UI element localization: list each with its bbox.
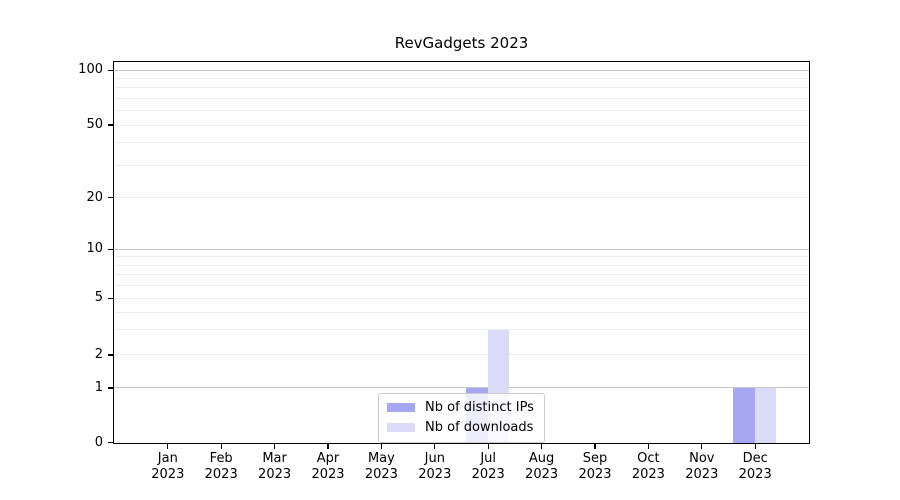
x-tickmark-jul <box>487 444 489 449</box>
x-tick-month: Mar <box>262 451 287 466</box>
x-tickmark-jun <box>434 444 436 449</box>
x-tick-year: 2023 <box>204 466 238 482</box>
x-tick-label-apr: Apr 2023 <box>293 451 363 482</box>
y-gridline-major-10 <box>114 248 809 250</box>
y-gridline-minor-30 <box>114 165 809 167</box>
legend-swatch-downloads <box>387 423 415 432</box>
y-gridline-minor-70 <box>114 97 809 99</box>
y-gridline-minor-40 <box>114 142 809 144</box>
x-tickmark-mar <box>273 444 276 449</box>
x-tick-year: 2023 <box>151 466 185 482</box>
x-tick-month: Sep <box>582 451 608 466</box>
y-tick-label-0: 0 <box>94 434 103 450</box>
y-gridline-minor-8 <box>114 264 809 266</box>
y-tick-label-20: 20 <box>86 189 103 205</box>
x-tick-year: 2023 <box>418 466 452 482</box>
x-tick-label-jun: Jun 2023 <box>400 451 470 482</box>
y-tickmark-0 <box>108 441 113 444</box>
x-tick-label-mar: Mar 2023 <box>240 451 310 482</box>
x-tick-label-feb: Feb 2023 <box>186 451 256 482</box>
y-tick-label-2: 2 <box>94 347 103 362</box>
x-tick-month: Apr <box>316 451 340 466</box>
y-gridline-major-100 <box>114 69 809 71</box>
x-tick-year: 2023 <box>738 466 772 482</box>
plot-area <box>113 61 810 444</box>
y-tickmark-1 <box>108 387 113 389</box>
x-tick-label-dec: Dec 2023 <box>720 451 790 482</box>
x-tick-year: 2023 <box>258 466 292 482</box>
x-tickmark-sep <box>594 444 596 449</box>
x-tick-label-jan: Jan 2023 <box>133 451 203 482</box>
x-tick-year: 2023 <box>578 466 612 482</box>
bar-distinct-ips-dec <box>733 388 755 443</box>
x-tickmark-jan <box>167 444 169 449</box>
y-tick-label-10: 10 <box>86 241 103 257</box>
y-gridline-minor-80 <box>114 87 809 89</box>
y-gridline-minor-60 <box>114 110 809 112</box>
x-tick-label-aug: Aug 2023 <box>507 451 577 482</box>
x-tick-month: Aug <box>528 451 555 466</box>
x-tick-month: May <box>367 451 395 466</box>
x-tickmark-aug <box>540 444 543 449</box>
y-tick-label-50: 50 <box>86 117 103 133</box>
chart-title: RevGadgets 2023 <box>394 34 529 52</box>
x-tick-year: 2023 <box>364 466 398 482</box>
x-tick-label-oct: Oct 2023 <box>613 451 683 482</box>
x-tick-label-sep: Sep 2023 <box>560 451 630 482</box>
x-tick-year: 2023 <box>525 466 559 482</box>
y-tickmark-100 <box>108 69 113 72</box>
x-tick-month: Jul <box>480 451 497 466</box>
y-tick-label-5: 5 <box>94 290 103 306</box>
y-tickmark-5 <box>108 297 113 299</box>
x-tick-label-may: May 2023 <box>346 451 416 482</box>
x-tick-month: Jun <box>424 451 445 466</box>
legend-label-downloads: Nb of downloads <box>425 420 534 435</box>
x-tick-month: Dec <box>742 451 768 466</box>
legend-label-distinct-ips: Nb of distinct IPs <box>425 400 534 415</box>
y-gridline-minor-90 <box>114 78 809 80</box>
y-tick-label-100: 100 <box>78 62 103 78</box>
y-tickmark-10 <box>108 248 113 251</box>
x-tick-month: Nov <box>689 451 715 466</box>
y-tickmark-20 <box>108 197 113 199</box>
y-gridline-minor-50 <box>114 124 809 126</box>
y-gridline-minor-20 <box>114 197 809 199</box>
legend-item-downloads: Nb of downloads <box>387 420 534 435</box>
y-gridline-minor-6 <box>114 284 809 286</box>
x-tickmark-oct <box>647 444 650 449</box>
x-tick-month: Oct <box>637 451 660 466</box>
x-tick-year: 2023 <box>471 466 505 482</box>
x-tickmark-apr <box>327 444 329 449</box>
y-gridline-minor-4 <box>114 311 809 313</box>
x-tick-year: 2023 <box>311 466 345 482</box>
y-tickmark-2 <box>108 354 113 356</box>
y-gridline-minor-3 <box>114 329 809 331</box>
y-gridline-minor-2 <box>114 354 809 356</box>
x-tickmark-may <box>380 444 383 449</box>
x-tick-month: Jan <box>157 451 178 466</box>
y-tick-label-1: 1 <box>94 379 103 395</box>
x-tick-month: Feb <box>209 451 233 466</box>
legend-swatch-distinct-ips <box>387 403 415 412</box>
legend-item-distinct-ips: Nb of distinct IPs <box>387 400 534 415</box>
legend: Nb of distinct IPs Nb of downloads <box>378 393 545 443</box>
y-gridline-minor-5 <box>114 297 809 299</box>
y-gridline-minor-7 <box>114 274 809 275</box>
x-tick-label-nov: Nov 2023 <box>667 451 737 482</box>
x-tick-year: 2023 <box>685 466 719 482</box>
x-tickmark-feb <box>220 444 222 449</box>
bar-downloads-dec <box>754 388 777 443</box>
x-tick-label-jul: Jul 2023 <box>453 451 523 482</box>
y-tickmark-50 <box>108 124 113 126</box>
x-tickmark-dec <box>754 444 756 449</box>
y-gridline-major-1 <box>114 387 809 389</box>
y-gridline-minor-9 <box>114 256 809 258</box>
x-tickmark-nov <box>701 444 703 449</box>
x-tick-year: 2023 <box>631 466 665 482</box>
